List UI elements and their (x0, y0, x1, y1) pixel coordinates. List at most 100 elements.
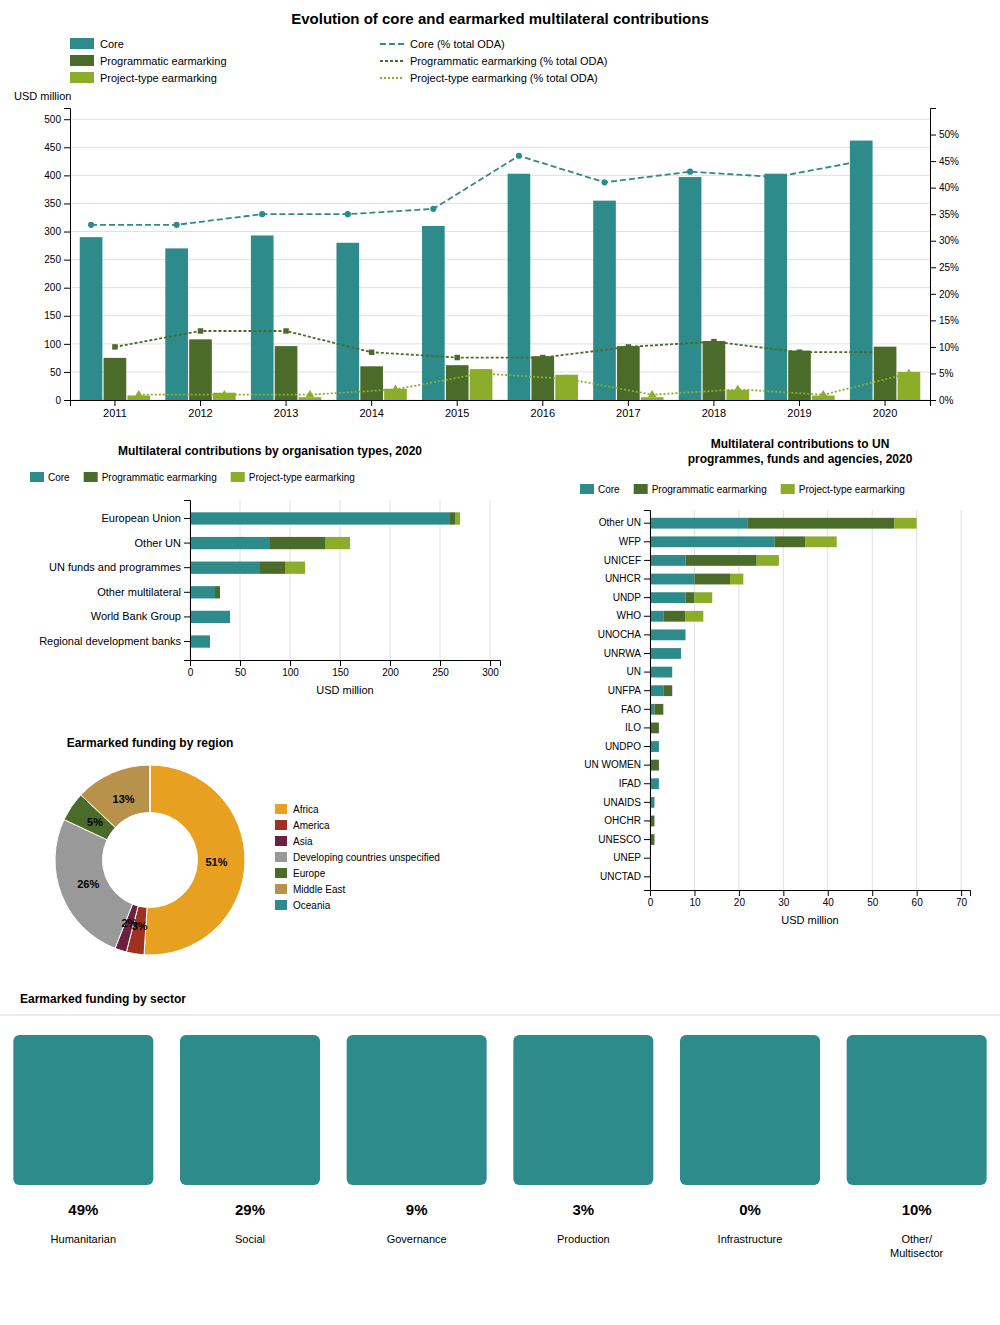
tick-label: 60 (912, 897, 924, 908)
tick-label: 2013 (274, 407, 298, 419)
tick-label: 2015 (445, 407, 469, 419)
legend-label: Developing countries unspecified (293, 852, 440, 863)
tile (180, 1035, 320, 1185)
tick-label: 70 (956, 897, 968, 908)
data-label: 26% (77, 878, 99, 890)
tick: Other UN (135, 537, 190, 549)
tick-label: UNCTAD (600, 871, 641, 882)
tick-label: 30 (778, 897, 790, 908)
tick-label: 50 (235, 667, 247, 678)
marker (905, 369, 913, 376)
legend-item: Programmatic earmarking (% total ODA) (380, 55, 607, 67)
bar (650, 574, 694, 585)
tick-mark (930, 400, 936, 401)
bar (593, 201, 616, 400)
tick: UN WOMEN (584, 759, 650, 770)
tick-label: 10 (689, 897, 701, 908)
bar (446, 365, 469, 400)
tick-label: 300 (482, 667, 499, 678)
bar (650, 648, 681, 659)
tick: 100 (44, 339, 70, 350)
tick-mark (240, 660, 241, 666)
grid-line (70, 231, 930, 232)
bar (686, 611, 704, 622)
legend-swatch (380, 43, 404, 45)
marker (391, 385, 399, 392)
bar (681, 648, 682, 659)
line (91, 156, 861, 225)
marker (601, 179, 607, 185)
tick-label: 2019 (787, 407, 811, 419)
marker (734, 385, 742, 392)
tick-mark (644, 858, 650, 859)
tick-label: 150 (44, 310, 61, 321)
bar (275, 346, 298, 400)
tick-mark (440, 660, 441, 666)
legend-label: Core (48, 472, 70, 483)
grid-line (783, 510, 784, 890)
legend: AfricaAmericaAsiaDeveloping countries un… (275, 804, 440, 911)
axis: 050100150200250300 (188, 660, 501, 678)
tick-label: 45% (939, 156, 959, 167)
tick-label: 300 (44, 226, 61, 237)
legend-swatch (275, 852, 287, 862)
marker (306, 390, 314, 397)
tick-mark (64, 344, 70, 345)
bar (190, 562, 260, 574)
tick: UNICEF (604, 555, 650, 566)
tick-mark (644, 579, 650, 580)
tile (513, 1035, 653, 1185)
tick-label: ILO (625, 722, 641, 733)
tick: 45% (930, 156, 959, 167)
chart: 51%3%2%26%5%13% (55, 765, 245, 955)
tick: UNAIDS (603, 797, 650, 808)
bar (650, 629, 686, 640)
tick-label: 0 (55, 395, 61, 406)
marker (687, 169, 693, 175)
tick: 50 (50, 367, 70, 378)
text-line: Humanitarian (51, 1233, 116, 1245)
tick-label: 0 (188, 667, 194, 678)
bar (650, 685, 663, 696)
tick-label: 2018 (702, 407, 726, 419)
tick-label: UNESCO (598, 834, 641, 845)
tick: UNEP (613, 852, 650, 863)
tick-label: UNFPA (608, 685, 641, 696)
tick-mark (644, 560, 650, 561)
bar (190, 586, 215, 598)
bar (336, 243, 359, 400)
bar (757, 555, 779, 566)
line (115, 331, 885, 358)
tick-mark (644, 746, 650, 747)
bar (190, 512, 450, 524)
grid (70, 119, 930, 400)
axis-line (184, 501, 191, 661)
tick-mark (644, 783, 650, 784)
text-line: Multilateral contributions by organisati… (118, 444, 422, 458)
tick-mark (930, 241, 936, 242)
tick: 2020 (873, 400, 897, 419)
marker (88, 222, 94, 228)
bar (685, 629, 686, 640)
tick-mark (930, 373, 936, 374)
tick-label: 2017 (616, 407, 640, 419)
data-label: 29% (235, 1201, 265, 1218)
bar (190, 537, 270, 549)
slice (150, 765, 151, 813)
chart-title: Earmarked funding by sector (20, 992, 186, 1006)
tick-mark (184, 641, 190, 642)
bar-series (215, 512, 455, 598)
axis-line (931, 109, 937, 401)
tick-mark (628, 400, 629, 406)
marker (283, 328, 288, 333)
tick: 0 (55, 395, 70, 406)
legend-swatch (70, 55, 94, 66)
tick-mark (799, 400, 800, 406)
tick: 60 (912, 890, 924, 908)
tick-mark (644, 634, 650, 635)
tile (347, 1035, 487, 1185)
data-label: 51% (205, 856, 227, 868)
tick: 0 (648, 890, 654, 908)
tick: Regional development banks (39, 635, 190, 647)
tick-mark (644, 765, 650, 766)
